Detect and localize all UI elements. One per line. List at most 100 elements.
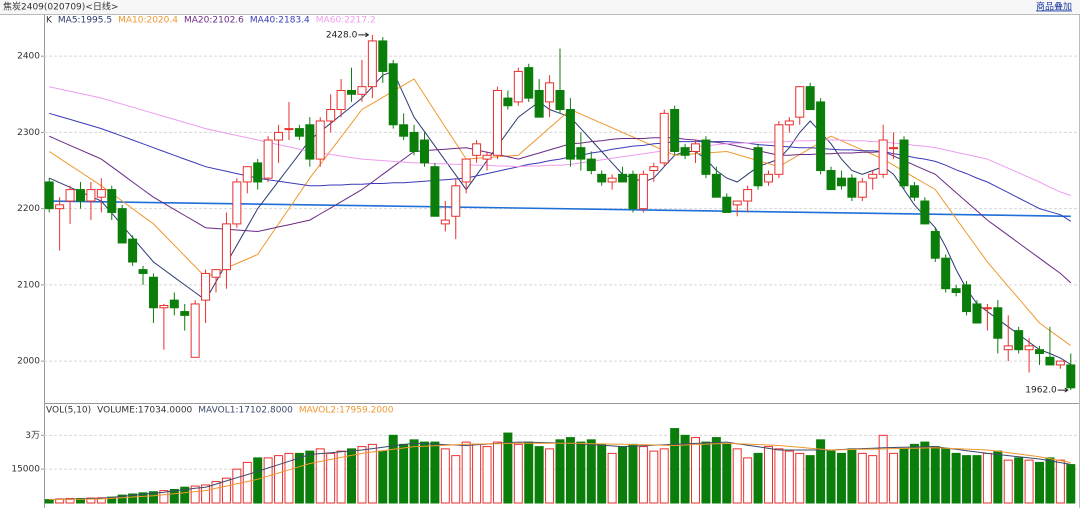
candle-body xyxy=(534,89,544,118)
candle-body xyxy=(138,269,148,274)
volume-bar xyxy=(263,457,273,504)
candle-body xyxy=(253,162,263,183)
volume-bar xyxy=(1003,459,1013,504)
candle-body xyxy=(638,173,648,210)
volume-bar xyxy=(649,450,659,504)
candle-body xyxy=(336,89,346,111)
candle-body xyxy=(128,238,138,263)
candle-body xyxy=(451,185,461,217)
volume-bar xyxy=(534,446,544,504)
candle-body xyxy=(284,128,294,131)
y-tick-label: 15000 xyxy=(11,465,40,475)
candle-body xyxy=(524,67,534,99)
volume-bar xyxy=(409,439,419,504)
candle-body xyxy=(180,311,190,316)
candle-body xyxy=(784,120,794,126)
candle-body xyxy=(816,101,826,172)
volume-bar xyxy=(868,455,878,504)
candle-body xyxy=(1014,330,1024,351)
candle-body xyxy=(909,185,919,198)
volume-bar xyxy=(1024,459,1034,504)
candle-body xyxy=(347,89,357,95)
volume-bar xyxy=(294,452,304,504)
candle-body xyxy=(1045,356,1055,366)
candle-body xyxy=(326,109,336,122)
candle-body xyxy=(889,147,899,150)
volume-bar xyxy=(367,443,377,504)
candle-body xyxy=(836,177,846,187)
legend-entry: MAVOL2:17959.2000 xyxy=(299,406,394,416)
volume-bar xyxy=(597,443,607,504)
candle-body xyxy=(263,139,273,179)
candle-body xyxy=(649,166,659,172)
candle-body xyxy=(618,173,628,183)
volume-bar xyxy=(763,446,773,504)
candle-body xyxy=(357,86,367,95)
volume-bar xyxy=(826,450,836,504)
volume-bar xyxy=(691,437,701,504)
candle-body xyxy=(388,63,398,126)
candle-body xyxy=(378,40,388,72)
volume-bar xyxy=(503,432,513,504)
y-tick-label: 2400 xyxy=(17,52,40,62)
volume-bar xyxy=(492,441,502,504)
volume-bar xyxy=(816,439,826,504)
volume-bar xyxy=(399,443,409,504)
volume-bar xyxy=(44,499,54,504)
legend-entry: K xyxy=(46,16,53,26)
volume-bar xyxy=(211,481,221,504)
volume-bar xyxy=(388,434,398,504)
candle-body xyxy=(159,304,169,309)
annotation-label: 1962.0 xyxy=(1025,386,1057,396)
header-title: 焦炭2409(020709)<日线> xyxy=(3,1,118,13)
legend-entry: MA10:2020.4 xyxy=(118,16,178,26)
candle-body xyxy=(472,143,482,156)
y-tick-label: 3万 xyxy=(25,431,40,441)
volume-bar xyxy=(1055,459,1065,504)
volume-bar xyxy=(711,437,721,504)
candle-body xyxy=(962,284,972,313)
candle-body xyxy=(503,97,513,107)
trend-line xyxy=(49,200,1071,218)
candle-body xyxy=(878,139,888,175)
candle-body xyxy=(221,223,231,271)
candle-body xyxy=(1035,349,1045,354)
volume-bar xyxy=(638,446,648,504)
candle-body xyxy=(826,170,836,191)
candle-body xyxy=(75,189,85,202)
volume-bar xyxy=(524,441,534,504)
volume-bar xyxy=(1045,457,1055,504)
candle-body xyxy=(857,181,867,198)
volume-bar xyxy=(315,448,325,504)
volume-bar xyxy=(982,452,992,504)
y-tick-label: 2100 xyxy=(17,280,40,290)
volume-bar xyxy=(117,494,127,504)
volume-bar xyxy=(138,492,148,504)
volume-bar xyxy=(451,455,461,504)
candle-body xyxy=(201,272,211,301)
volume-bar xyxy=(847,448,857,504)
volume-bar xyxy=(347,448,357,504)
candle-body xyxy=(482,154,492,160)
volume-bar xyxy=(857,452,867,504)
volume-bar xyxy=(1066,464,1076,504)
overlay-button[interactable]: 商品叠加 xyxy=(1036,1,1072,13)
y-tick-label: 2000 xyxy=(17,357,40,367)
volume-bar xyxy=(545,448,555,504)
volume-bar xyxy=(586,439,596,504)
annotation-arrow xyxy=(358,32,370,38)
ma-line xyxy=(48,70,1072,365)
ma-line xyxy=(48,78,1072,347)
volume-bar xyxy=(941,448,951,504)
legend-entry: MA40:2183.4 xyxy=(250,16,310,26)
candle-body xyxy=(274,131,284,141)
legend-entry: MA5:1995.5 xyxy=(58,16,112,26)
candle-body xyxy=(545,82,555,103)
candle-body xyxy=(659,112,669,164)
volume-bar xyxy=(440,448,450,504)
ma-line xyxy=(49,442,1071,501)
candle-body xyxy=(461,158,471,183)
volume-bar xyxy=(920,441,930,504)
candle-body xyxy=(86,189,96,202)
